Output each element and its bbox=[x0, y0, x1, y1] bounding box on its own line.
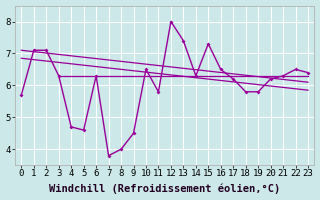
X-axis label: Windchill (Refroidissement éolien,°C): Windchill (Refroidissement éolien,°C) bbox=[49, 184, 280, 194]
